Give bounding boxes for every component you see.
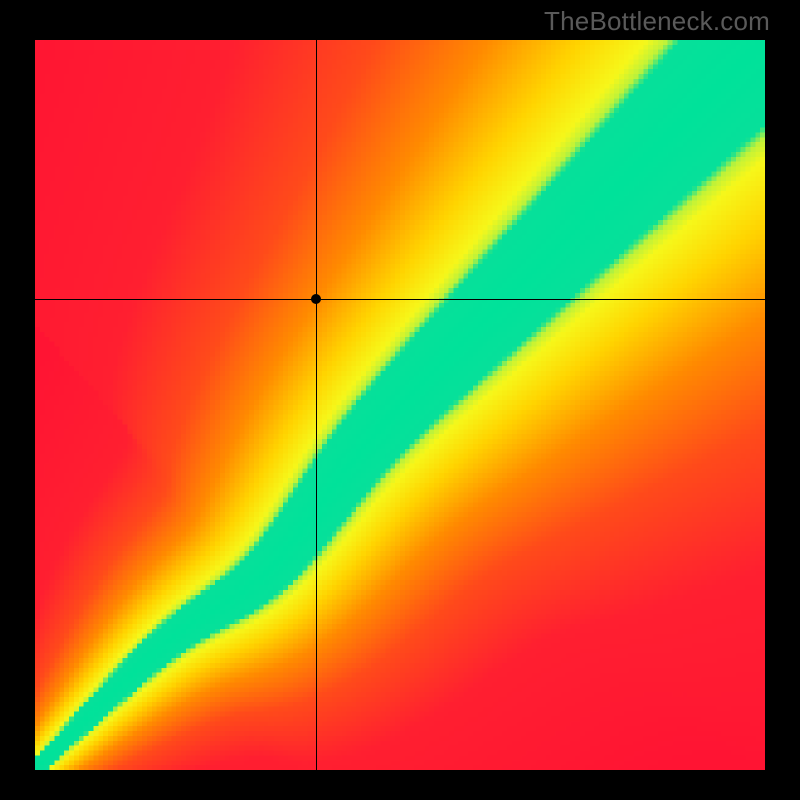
crosshair-vertical: [316, 40, 317, 770]
plot-area: [35, 40, 765, 770]
watermark-label: TheBottleneck.com: [544, 6, 770, 37]
crosshair-horizontal: [35, 299, 765, 300]
bottleneck-heatmap: [35, 40, 765, 770]
selection-marker: [311, 294, 321, 304]
chart-frame: TheBottleneck.com: [0, 0, 800, 800]
